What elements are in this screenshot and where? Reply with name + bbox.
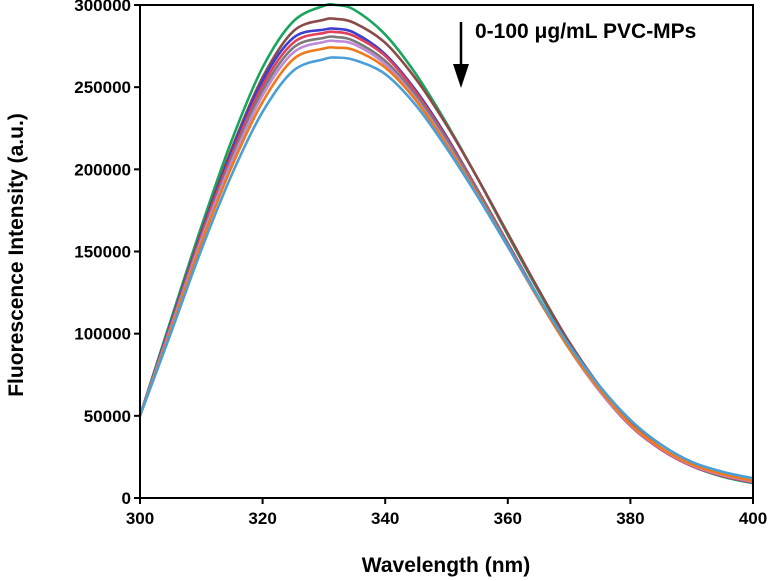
x-axis-ticks: 300 320 340 360 380 400	[126, 498, 767, 528]
series-line-5	[138, 35, 754, 483]
y-tick-label: 150000	[74, 243, 131, 262]
series-line-7	[138, 46, 754, 483]
x-tick-label: 380	[616, 509, 644, 528]
plot-lines	[138, 2, 754, 485]
y-tick-label: 200000	[74, 160, 131, 179]
x-tick-label: 320	[248, 509, 276, 528]
plot-frame	[139, 4, 754, 499]
y-axis-title: Fluorescence Intensity (a.u.)	[5, 113, 28, 397]
concentration-annotation: 0-100 μg/mL PVC-MPs	[475, 20, 696, 43]
series-line-2	[138, 17, 754, 484]
y-axis-ticks: 0 50000 100000 150000 200000 250000 300000	[74, 0, 140, 508]
x-axis-title: Wavelength (nm)	[362, 554, 530, 577]
series-line-8	[138, 56, 754, 480]
x-tick-label: 360	[494, 509, 522, 528]
series-line-4	[138, 30, 754, 484]
series-line-1	[138, 2, 754, 485]
y-tick-label: 100000	[74, 325, 131, 344]
y-tick-label: 50000	[84, 407, 131, 426]
y-tick-label: 250000	[74, 78, 131, 97]
concentration-arrow	[453, 22, 469, 88]
arrow-head-down-icon	[453, 64, 469, 88]
y-tick-label: 300000	[74, 0, 131, 15]
y-tick-label: 0	[122, 489, 131, 508]
series-line-6	[138, 39, 754, 483]
x-tick-label: 300	[126, 509, 154, 528]
x-tick-label: 400	[739, 509, 767, 528]
series-line-3	[138, 27, 754, 484]
x-tick-label: 340	[371, 509, 399, 528]
